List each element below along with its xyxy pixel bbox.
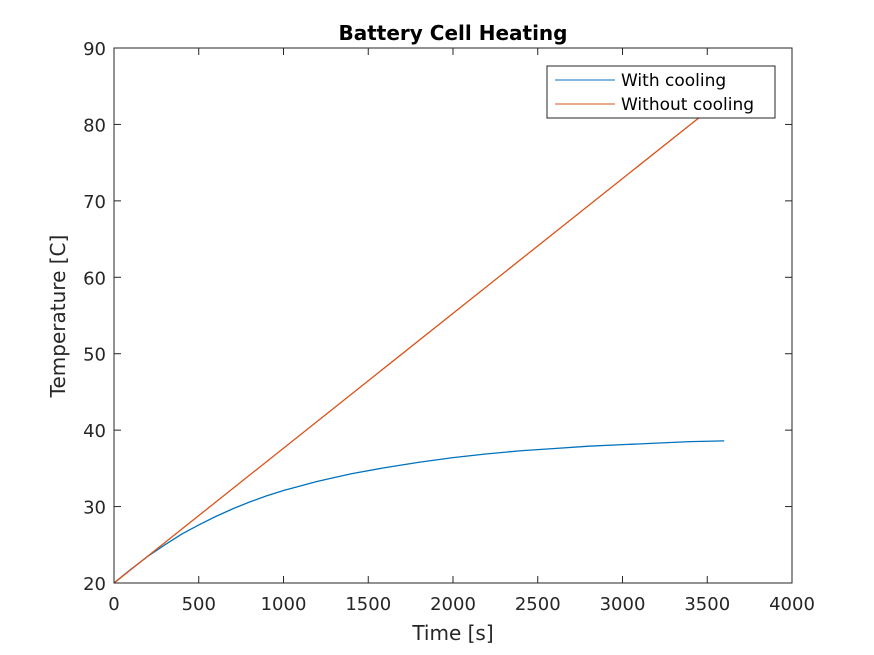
series-line-with-cooling: [114, 440, 725, 583]
y-axis: 20 30 40 50 60 70 80 90: [83, 39, 792, 595]
y-tick-label: 50: [83, 345, 106, 366]
y-axis-label: Temperature [C]: [46, 235, 70, 399]
x-tick-label: 0: [108, 594, 119, 615]
legend-box: [546, 65, 776, 119]
y-tick-label: 20: [83, 574, 106, 595]
series-line-without-cooling: [114, 97, 725, 583]
legend: With cooling Without cooling: [546, 65, 776, 119]
series-layer: [114, 97, 725, 583]
x-tick-label: 1500: [345, 594, 391, 615]
x-tick-label: 2500: [515, 594, 561, 615]
y-tick-label: 60: [83, 268, 106, 289]
y-tick-label: 80: [83, 115, 106, 136]
legend-label-without-cooling: Without cooling: [621, 95, 754, 115]
x-axis: 0 500 1000 1500 2000 2500 3000 3500 4000: [108, 48, 815, 615]
y-tick-label: 40: [83, 421, 106, 442]
x-tick-label: 3000: [600, 594, 646, 615]
chart-title: Battery Cell Heating: [339, 21, 568, 45]
x-tick-label: 2000: [430, 594, 476, 615]
y-tick-label: 90: [83, 39, 106, 60]
y-tick-label: 30: [83, 498, 106, 519]
x-tick-label: 4000: [769, 594, 815, 615]
legend-label-with-cooling: With cooling: [621, 71, 726, 91]
x-axis-label: Time [s]: [411, 621, 493, 645]
x-tick-label: 3500: [684, 594, 730, 615]
y-tick-label: 70: [83, 192, 106, 213]
x-tick-label: 500: [182, 594, 216, 615]
x-tick-label: 1000: [261, 594, 307, 615]
